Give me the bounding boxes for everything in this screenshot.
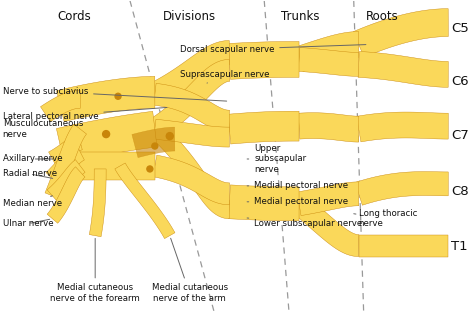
Text: Lower subscapular nerve: Lower subscapular nerve	[247, 218, 363, 228]
Text: Axillary nerve: Axillary nerve	[3, 154, 62, 164]
Polygon shape	[45, 124, 87, 199]
Text: Lateral pectoral nerve: Lateral pectoral nerve	[3, 107, 167, 121]
Text: Trunks: Trunks	[281, 10, 319, 23]
Circle shape	[147, 166, 153, 172]
Text: Suprascapular nerve: Suprascapular nerve	[180, 70, 269, 83]
Polygon shape	[297, 182, 359, 216]
Polygon shape	[89, 169, 106, 237]
Polygon shape	[153, 155, 229, 205]
Polygon shape	[49, 134, 82, 166]
Polygon shape	[355, 172, 448, 205]
Text: Nerve to subclavius: Nerve to subclavius	[3, 87, 227, 101]
Text: Medial cutaneous
nerve of the forearm: Medial cutaneous nerve of the forearm	[50, 238, 140, 303]
Text: C7: C7	[451, 129, 469, 142]
Text: Cords: Cords	[57, 10, 91, 23]
Text: Medial pectoral nerve: Medial pectoral nerve	[247, 197, 348, 206]
Polygon shape	[149, 122, 230, 219]
Text: Medial pectoral nerve: Medial pectoral nerve	[247, 181, 348, 190]
Polygon shape	[228, 41, 299, 79]
Polygon shape	[46, 144, 84, 185]
Polygon shape	[356, 112, 448, 142]
Polygon shape	[115, 163, 175, 239]
Polygon shape	[47, 167, 85, 223]
Polygon shape	[60, 152, 155, 180]
Polygon shape	[56, 76, 155, 122]
Text: Roots: Roots	[366, 10, 399, 23]
Polygon shape	[228, 111, 299, 144]
Polygon shape	[154, 119, 229, 147]
Text: Divisions: Divisions	[163, 10, 216, 23]
Text: Median nerve: Median nerve	[3, 196, 62, 208]
Text: C5: C5	[451, 22, 469, 35]
Text: C6: C6	[451, 75, 468, 89]
Text: Radial nerve: Radial nerve	[3, 170, 57, 178]
Polygon shape	[298, 47, 359, 76]
Polygon shape	[298, 113, 359, 142]
Polygon shape	[56, 111, 157, 164]
Text: Long thoracic
nerve: Long thoracic nerve	[354, 209, 417, 228]
Circle shape	[152, 143, 158, 149]
Polygon shape	[359, 235, 448, 257]
Polygon shape	[228, 185, 299, 221]
Polygon shape	[149, 41, 229, 105]
Text: Dorsal scapular nerve: Dorsal scapular nerve	[180, 45, 366, 54]
Polygon shape	[40, 90, 80, 122]
Text: C8: C8	[451, 185, 468, 198]
Polygon shape	[295, 32, 359, 72]
Text: Upper
subscapular
nerve: Upper subscapular nerve	[247, 144, 306, 174]
Polygon shape	[358, 51, 448, 87]
Polygon shape	[47, 160, 85, 202]
Polygon shape	[154, 84, 229, 132]
Circle shape	[115, 93, 121, 99]
Text: Medial cutaneous
nerve of the arm: Medial cutaneous nerve of the arm	[152, 238, 228, 303]
Circle shape	[166, 133, 173, 140]
Text: T1: T1	[451, 240, 467, 252]
Polygon shape	[132, 127, 175, 158]
Polygon shape	[353, 9, 448, 57]
Text: Ulnar nerve: Ulnar nerve	[3, 219, 53, 228]
Text: Musculocutaneous
nerve: Musculocutaneous nerve	[3, 114, 83, 139]
Circle shape	[103, 131, 109, 138]
Polygon shape	[292, 195, 359, 257]
Polygon shape	[149, 59, 230, 138]
